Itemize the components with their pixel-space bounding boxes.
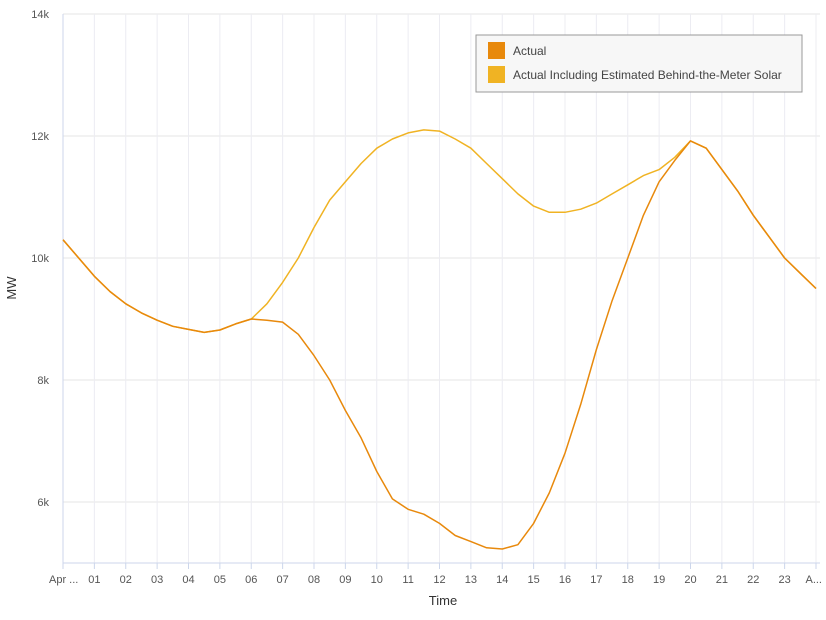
chart-axes [62,14,820,564]
x-tick-label: 05 [214,574,226,586]
x-tick-label: 19 [653,574,665,586]
x-axis-title: Time [429,593,457,608]
x-tick-label: 09 [339,574,351,586]
x-tick-labels: Apr ... 01 02 03 04 05 06 07 08 09 10 11 12 13 14 15 16 1… [49,574,822,586]
chart-grid [62,13,820,569]
x-tick-label: 22 [747,574,759,586]
x-tick-label: 12 [433,574,445,586]
y-axis-title: MW [4,276,19,300]
x-tick-label: 10 [371,574,383,586]
y-tick-label: 14k [31,9,49,21]
x-tick-label: A... [805,574,822,586]
x-tick-label: 20 [684,574,696,586]
y-tick-label: 8k [37,375,49,387]
legend-swatch-btm-solar [488,66,505,83]
x-tick-label: 18 [622,574,634,586]
x-tick-label: 17 [590,574,602,586]
x-tick-label: 08 [308,574,320,586]
legend-label-actual[interactable]: Actual [513,44,546,58]
x-tick-label: 21 [716,574,728,586]
y-tick-label: 10k [31,253,49,265]
x-tick-label: 14 [496,574,508,586]
x-tick-label: 01 [88,574,100,586]
x-tick-label: 11 [402,574,413,586]
legend-box [475,34,803,93]
series-lines [62,129,817,550]
series-line-actual[interactable] [62,140,817,550]
legend-swatch-actual [488,42,505,59]
x-tick-label: 03 [151,574,163,586]
y-tick-labels: 6k 8k 10k 12k 14k [31,9,49,509]
x-tick-label: 07 [277,574,289,586]
x-tick-label: 23 [779,574,791,586]
y-tick-label: 12k [31,131,49,143]
chart-legend: Actual Actual Including Estimated Behind… [475,34,803,93]
x-tick-label: 15 [528,574,540,586]
x-tick-label: 02 [120,574,132,586]
x-tick-label: 06 [245,574,257,586]
x-tick-label: 16 [559,574,571,586]
x-tick-label: 04 [182,574,194,586]
y-tick-label: 6k [37,497,49,509]
legend-label-btm-solar[interactable]: Actual Including Estimated Behind-the-Me… [513,68,782,82]
x-tick-label: Apr ... [49,574,78,586]
x-tick-label: 13 [465,574,477,586]
